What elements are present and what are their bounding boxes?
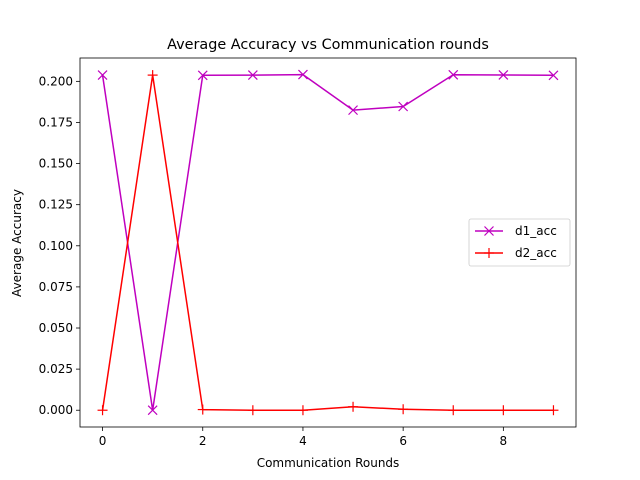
d1_acc-point [97, 70, 108, 81]
d2_acc-point [197, 404, 208, 415]
x-tick-label: 0 [99, 434, 107, 448]
y-tick-label: 0.150 [39, 157, 73, 171]
legend: d1_acc d2_acc [468, 218, 571, 267]
legend-label: d1_acc [515, 224, 557, 238]
d1_acc-point [197, 70, 208, 81]
plot-frame-border [79, 57, 577, 428]
x-axis-ticks: 0 2 4 6 8 [99, 427, 507, 448]
legend-swatch-marker [484, 226, 494, 236]
d1_acc-point [548, 70, 559, 81]
d2_acc-point [97, 405, 108, 416]
d2_acc-point [398, 404, 409, 415]
x-tick-label: 6 [399, 434, 407, 448]
y-tick-label: 0.175 [39, 115, 73, 129]
series-layer [97, 69, 559, 416]
y-axis-ticks: 0.000 0.025 0.050 0.075 0.100 0.125 0.150 0.175… [39, 74, 80, 417]
x-tick-label: 4 [299, 434, 307, 448]
y-tick-label: 0.200 [39, 74, 73, 88]
d2_acc-point [498, 405, 509, 416]
y-tick-label: 0.000 [39, 403, 73, 417]
d2_acc-line [101, 74, 554, 411]
y-tick-label: 0.075 [39, 280, 73, 294]
d2_acc-point [548, 405, 559, 416]
x-tick-label: 8 [500, 434, 508, 448]
d1_acc-point [147, 405, 158, 416]
legend-item-d1_acc: d1_acc [475, 224, 557, 238]
d1_acc-point [247, 70, 258, 81]
x-tick-label: 2 [199, 434, 207, 448]
d2_acc-point [247, 405, 258, 416]
y-tick-label: 0.025 [39, 362, 73, 376]
legend-label: d2_acc [515, 246, 557, 260]
x-axis-label: Communication Rounds [257, 456, 400, 470]
y-axis-label: Average Accuracy [10, 189, 24, 297]
d2_acc-point [297, 405, 308, 416]
d1_acc-point [398, 101, 409, 112]
d2_acc-point [348, 401, 359, 412]
legend-item-d2_acc: d2_acc [475, 246, 557, 260]
d2_acc-point [147, 70, 158, 81]
y-tick-label: 0.125 [39, 198, 73, 212]
d1_acc-point [298, 69, 308, 80]
d1_acc-point [348, 105, 358, 116]
series-d2_acc [97, 70, 559, 416]
d1_acc-point [498, 70, 509, 80]
d1_acc-point [448, 69, 459, 80]
d2_acc-point [448, 405, 459, 416]
chart-title: Average Accuracy vs Communication rounds [167, 37, 489, 53]
y-tick-label: 0.100 [39, 239, 73, 253]
y-tick-label: 0.050 [39, 321, 73, 335]
legend-swatch-marker [484, 248, 494, 258]
